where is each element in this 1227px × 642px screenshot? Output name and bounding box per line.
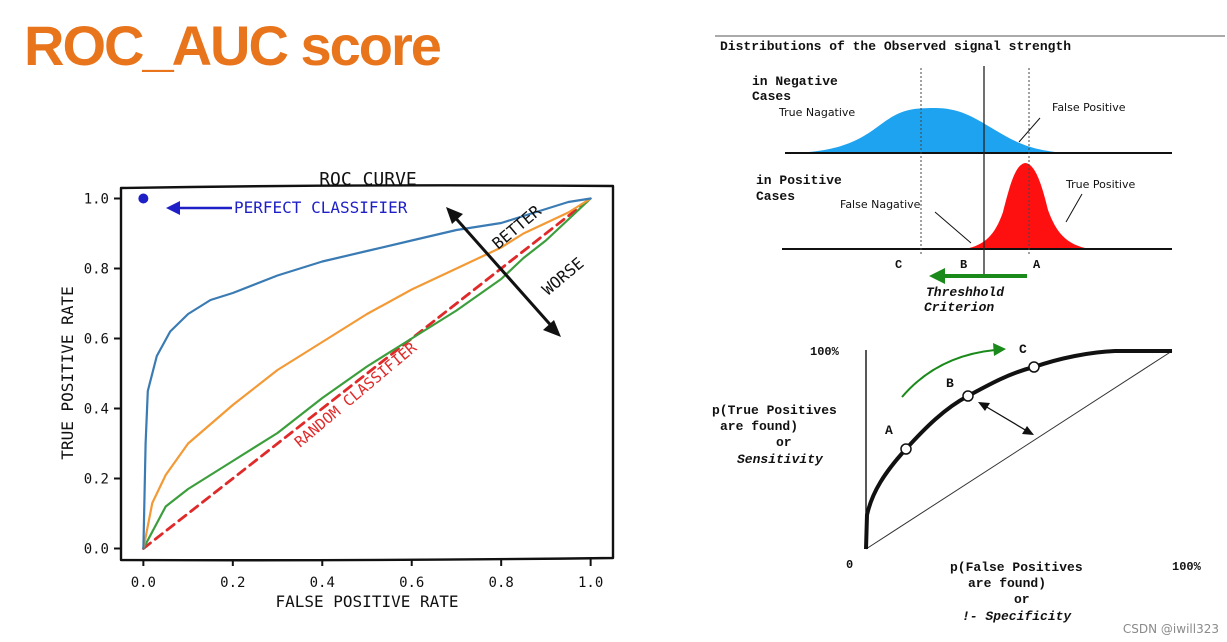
sens-diagonal xyxy=(865,350,1173,550)
roc-x-axis-label: FALSE POSITIVE RATE xyxy=(275,592,458,611)
sens-origin-tick: 0 xyxy=(846,558,853,572)
sens-double-arrow xyxy=(984,405,1028,432)
sens-y-top-tick: 100% xyxy=(810,345,840,359)
sens-xlabel-line4: !- Specificity xyxy=(962,609,1072,624)
sens-ylabel-line2: are found) xyxy=(720,419,798,434)
roc-y-tick-label: 1.0 xyxy=(84,192,109,208)
roc-y-tick-label: 0.8 xyxy=(84,262,109,278)
true-positive-leader xyxy=(1065,193,1083,223)
roc-x-tick-label: 0.2 xyxy=(220,575,245,591)
roc-y-tick-label: 0.0 xyxy=(84,542,109,558)
sens-ylabel-line3: or xyxy=(776,435,792,450)
roc-series-orange_curve xyxy=(142,197,592,550)
roc-x-tick-label: 0.8 xyxy=(489,575,514,591)
perfect-classifier-label: PERFECT CLASSIFIER xyxy=(234,198,408,217)
point-b-label: B xyxy=(960,258,967,272)
criterion-line1: Threshhold xyxy=(926,285,1005,300)
perfect-classifier-point xyxy=(138,193,149,204)
roc-frame xyxy=(119,184,615,562)
roc-chart: ROC CURVE 0.0 0.2 0.4 0.6 0.8 1.0 0.00.20.40.… xyxy=(58,169,615,611)
worse-label: WORSE xyxy=(538,254,587,300)
roc-x-tick-label: 0.4 xyxy=(310,575,335,591)
perfect-classifier-arrowhead xyxy=(166,201,180,215)
negative-distribution xyxy=(790,108,1065,153)
point-c-label: C xyxy=(895,258,902,272)
sens-double-arrowhead-1 xyxy=(978,402,990,411)
watermark: CSDN @iwill323 xyxy=(1122,622,1219,636)
negative-cases-line1: in Negative xyxy=(752,74,838,89)
better-arrowhead xyxy=(446,207,463,224)
positive-cases-line2: Cases xyxy=(756,189,795,204)
negative-cases-line2: Cases xyxy=(752,89,791,104)
roc-series-random xyxy=(142,197,592,550)
roc-x-tick-label: 0.6 xyxy=(399,575,424,591)
sens-xlabel-line3: or xyxy=(1014,592,1030,607)
true-positive-label: True Positive xyxy=(1065,178,1135,191)
roc-y-axis-label: TRUE POSITIVE RATE xyxy=(58,286,77,459)
false-negative-leader xyxy=(934,211,972,244)
sens-point-c-label: C xyxy=(1019,342,1027,357)
roc-y-tick-label: 0.6 xyxy=(84,332,109,348)
roc-x-tick-label: 0.0 xyxy=(131,575,156,591)
true-negative-label: True Nagative xyxy=(778,106,855,119)
roc-y-tick-label: 0.4 xyxy=(84,402,109,418)
criterion-line2: Criterion xyxy=(924,300,994,315)
roc-y-ticks: 0.0 0.2 0.4 0.6 0.8 1.0 xyxy=(84,192,121,558)
sens-xlabel-line1: p(False Positives xyxy=(950,560,1083,575)
sens-x-right-tick: 100% xyxy=(1172,560,1202,574)
sens-point-c-marker xyxy=(1028,361,1040,373)
sens-point-b-marker xyxy=(962,390,974,402)
sens-double-arrowhead-2 xyxy=(1022,426,1034,435)
better-worse-arrow xyxy=(450,213,557,331)
sens-green-arrowhead xyxy=(993,343,1006,356)
roc-x-ticks: 0.0 0.2 0.4 0.6 0.8 1.0 xyxy=(131,559,603,591)
sens-xlabel-line2: are found) xyxy=(968,576,1046,591)
sens-ylabel-line4: Sensitivity xyxy=(737,452,824,467)
random-classifier-label: RANDOM CLASSIFIER xyxy=(291,338,421,451)
sens-point-a-marker xyxy=(900,443,912,455)
false-negative-label: False Nagative xyxy=(840,198,921,211)
sensitivity-chart: A B C 100% 0 100% p(True Positives are f… xyxy=(712,342,1202,624)
roc-title: ROC CURVE xyxy=(319,169,417,190)
roc-series-group xyxy=(142,197,592,550)
false-positive-leader xyxy=(1018,117,1041,143)
positive-distribution xyxy=(965,163,1090,249)
worse-arrowhead xyxy=(543,320,561,337)
roc-series-green_curve xyxy=(142,197,592,550)
sens-point-a-label: A xyxy=(885,423,893,438)
positive-cases-line1: in Positive xyxy=(756,173,842,188)
sens-green-arrow xyxy=(901,349,996,398)
false-positive-label: False Positive xyxy=(1052,101,1126,114)
sens-ylabel-line1: p(True Positives xyxy=(712,403,837,418)
roc-y-tick-label: 0.2 xyxy=(84,472,109,488)
distribution-diagram: Distributions of the Observed signal str… xyxy=(715,35,1225,315)
point-a-label: A xyxy=(1033,258,1041,272)
slide-title: ROC_AUC score xyxy=(24,14,442,77)
criterion-arrowhead xyxy=(929,268,945,284)
roc-x-tick-label: 1.0 xyxy=(578,575,603,591)
roc-series-blue_curve xyxy=(142,197,592,550)
sens-point-b-label: B xyxy=(946,376,954,391)
dist-title: Distributions of the Observed signal str… xyxy=(720,39,1071,54)
